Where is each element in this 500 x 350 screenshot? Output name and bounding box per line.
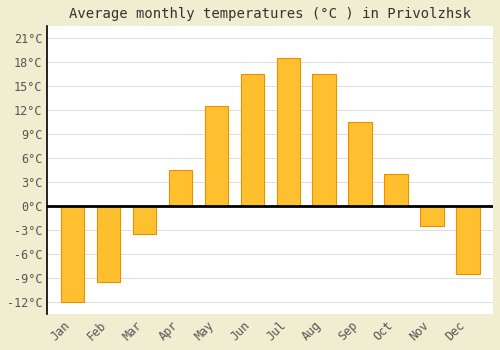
Bar — [168, 170, 192, 206]
Bar — [240, 74, 264, 206]
Bar — [276, 58, 300, 206]
Bar — [204, 106, 228, 206]
Bar — [384, 174, 407, 206]
Bar — [456, 206, 479, 274]
Bar — [61, 206, 84, 302]
Title: Average monthly temperatures (°C ) in Privolzhsk: Average monthly temperatures (°C ) in Pr… — [69, 7, 471, 21]
Bar — [348, 122, 372, 206]
Bar — [133, 206, 156, 234]
Bar — [97, 206, 120, 282]
Bar — [312, 74, 336, 206]
Bar — [420, 206, 444, 226]
